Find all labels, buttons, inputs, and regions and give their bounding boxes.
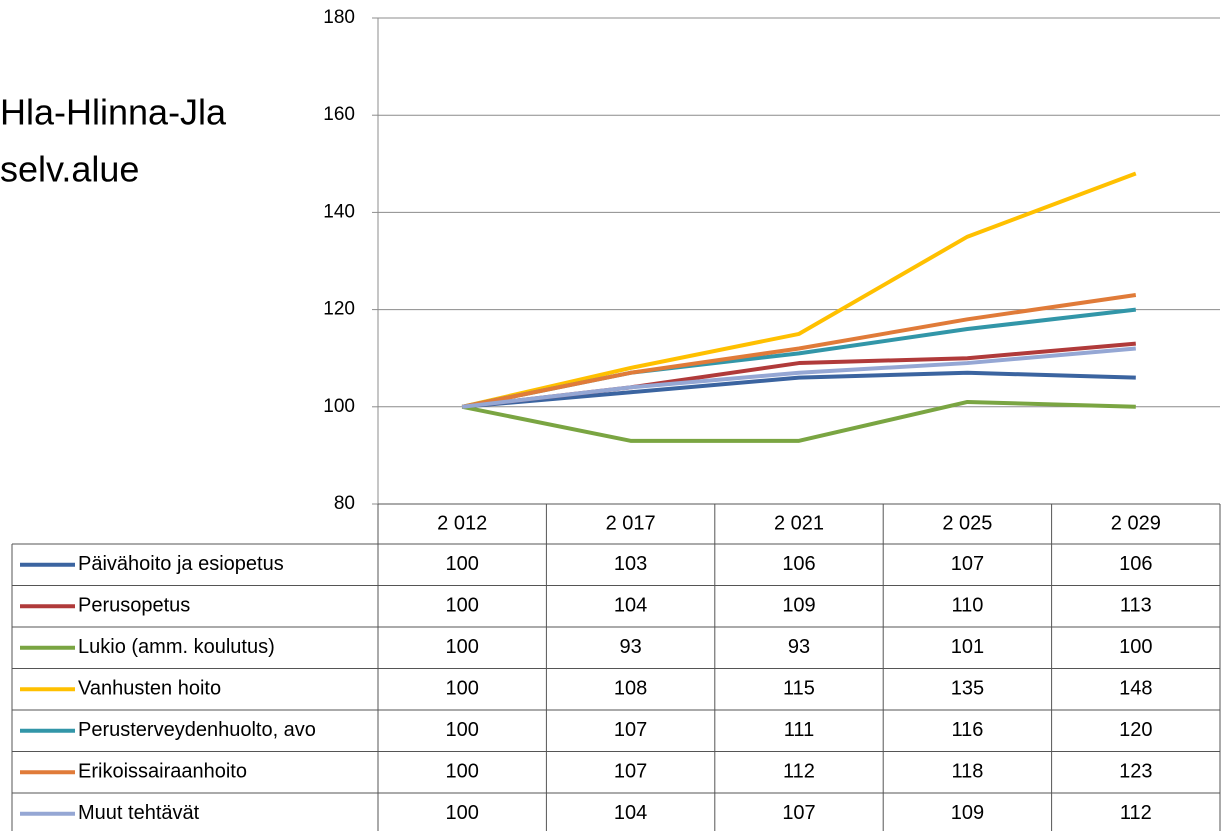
x-tick-label: 2 021 [774,512,824,534]
table-value: 110 [951,595,983,617]
table-value: 107 [782,802,815,824]
chart-title: selv.alue [0,149,139,190]
table-value: 108 [614,678,647,700]
table-value: 103 [614,553,647,575]
table-value: 106 [1119,553,1152,575]
x-tick-label: 2 025 [942,512,992,534]
table-value: 107 [614,719,647,741]
table-value: 111 [784,719,814,741]
table-value: 106 [782,553,815,575]
table-value: 100 [446,719,479,741]
y-tick-label: 120 [323,299,355,320]
table-value: 100 [446,553,479,575]
x-tick-label: 2 029 [1111,512,1161,534]
table-value: 100 [1119,636,1152,658]
table-value: 107 [614,761,647,783]
legend-label: Vanhusten hoito [78,678,221,700]
table-value: 113 [1120,595,1152,617]
y-tick-label: 180 [323,7,355,28]
y-tick-label: 100 [323,396,355,417]
y-tick-label: 160 [323,104,355,125]
table-value: 109 [782,595,815,617]
table-value: 100 [446,595,479,617]
table-value: 100 [446,678,479,700]
x-tick-label: 2 017 [606,512,656,534]
table-value: 118 [951,761,983,783]
legend-label: Erikoissairaanhoito [78,761,247,783]
table-value: 112 [783,761,815,783]
table-value: 123 [1119,761,1152,783]
series-line [462,370,1136,409]
legend-label: Lukio (amm. koulutus) [78,636,275,658]
legend-label: Perusterveydenhuolto, avo [78,719,316,741]
legend-label: Muut tehtävät [78,802,200,824]
legend-label: Päivähoito ja esiopetus [78,553,284,575]
series-line [461,346,1136,409]
series-line [461,399,1136,443]
table-value: 100 [446,636,479,658]
table-value: 120 [1119,719,1152,741]
chart-title: Hla-Hlinna-Jla [0,92,227,133]
table-value: 104 [614,595,647,617]
table-value: 101 [951,636,984,658]
x-tick-label: 2 012 [437,512,487,534]
series-line [461,171,1137,409]
table-value: 116 [951,719,983,741]
table-value: 107 [951,553,984,575]
series-line [461,293,1137,409]
table-value: 135 [951,678,984,700]
table-value: 104 [614,802,647,824]
table-value: 100 [446,761,479,783]
table-value: 112 [1120,802,1152,824]
legend-label: Perusopetus [78,595,190,617]
table-value: 100 [446,802,479,824]
y-tick-label: 140 [323,201,355,222]
table-value: 148 [1119,678,1152,700]
table-value: 93 [619,636,641,658]
table-value: 115 [783,678,815,700]
table-value: 93 [788,636,810,658]
y-tick-label: 80 [334,493,355,514]
table-value: 109 [951,802,984,824]
